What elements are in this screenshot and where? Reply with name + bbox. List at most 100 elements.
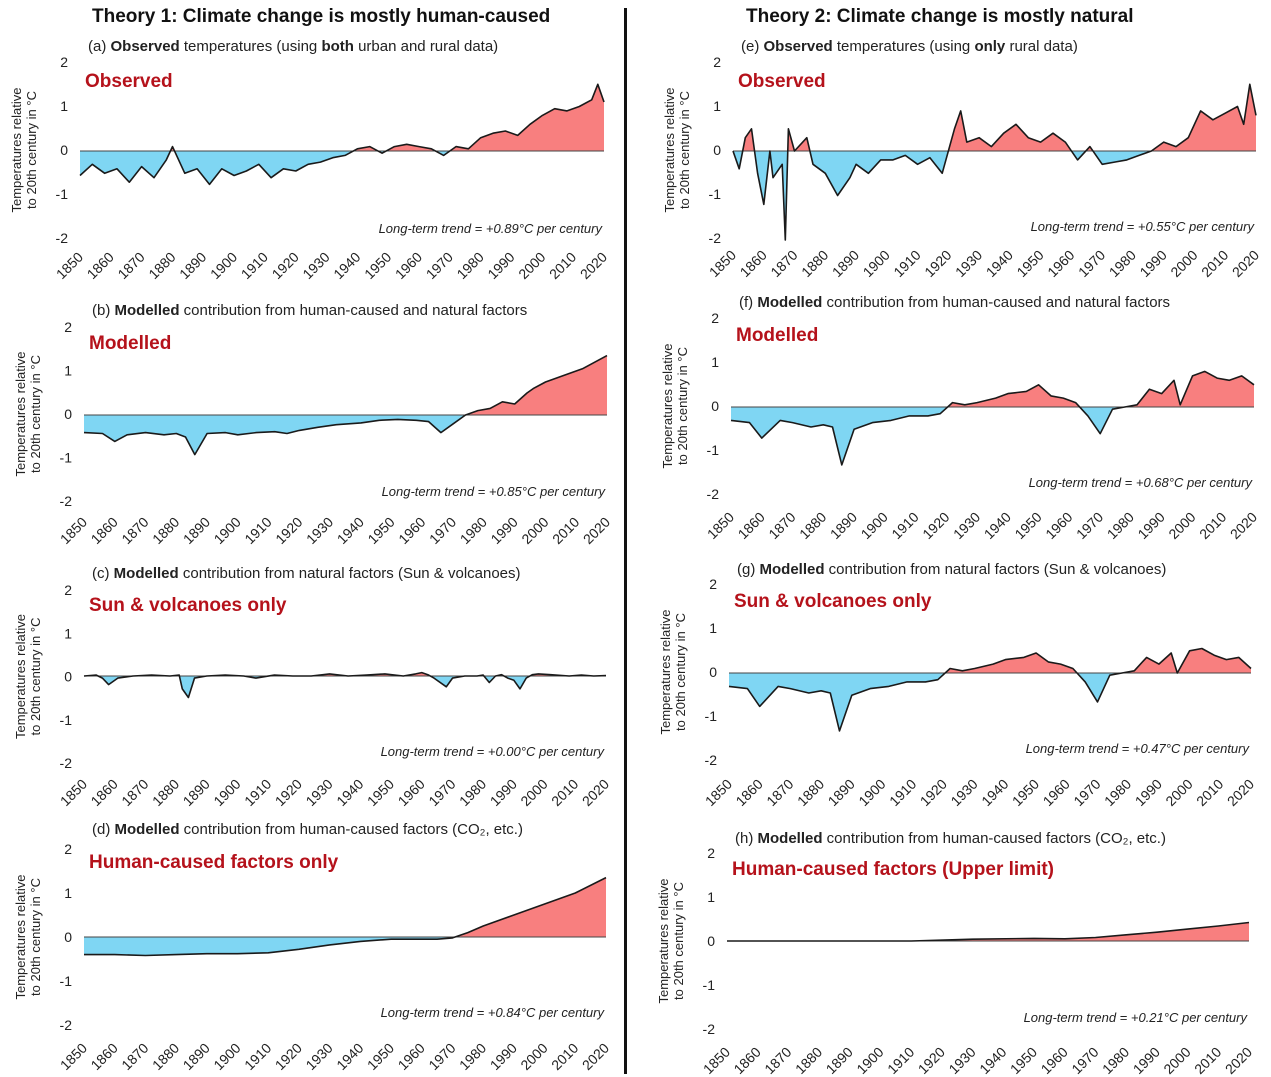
x-tick-label: 1980	[453, 249, 486, 282]
x-tick-label: 1990	[487, 514, 520, 547]
x-tick-label: 1900	[207, 249, 240, 282]
panel-caption: (a) Observed temperatures (using both ur…	[88, 38, 498, 55]
x-tick-label: 1910	[886, 776, 919, 809]
y-tick-label: 0	[709, 664, 717, 680]
x-tick-label: 1860	[735, 509, 768, 542]
x-tick-label: 1920	[272, 776, 305, 809]
x-tick-label: 2010	[1198, 247, 1231, 280]
x-tick-label: 2000	[1160, 1044, 1193, 1077]
x-tick-label: 1930	[299, 249, 332, 282]
x-tick-label: 1880	[794, 776, 827, 809]
x-tick-label: 1920	[272, 514, 305, 547]
x-tick-label: 1900	[210, 776, 243, 809]
x-tick-label: 1880	[145, 249, 178, 282]
trend-label: Long-term trend = +0.84°C per century	[381, 1005, 606, 1020]
chart-panel-c: Temperatures relativeto 20th century in …	[13, 565, 612, 809]
x-tick-label: 1850	[704, 509, 737, 542]
x-tick-label: 2010	[1191, 1044, 1224, 1077]
x-tick-label: 1860	[84, 249, 117, 282]
x-tick-label: 1940	[334, 514, 367, 547]
x-tick-label: 1950	[1009, 776, 1042, 809]
x-tick-label: 1890	[180, 776, 213, 809]
y-tick-label: 2	[60, 54, 68, 70]
negative-area	[84, 676, 606, 698]
y-tick-label: -1	[703, 977, 716, 993]
negative-area	[84, 415, 607, 455]
y-axis-label: Temperatures relativeto 20th century in …	[9, 88, 39, 213]
x-tick-label: 1870	[765, 509, 798, 542]
x-tick-label: 1870	[763, 776, 796, 809]
series-line	[728, 647, 1252, 732]
y-tick-label: 0	[707, 933, 715, 949]
chart-panel-b: Temperatures relativeto 20th century in …	[13, 302, 613, 547]
y-tick-label: 2	[713, 54, 721, 70]
x-tick-label: 1970	[1075, 247, 1108, 280]
x-tick-label: 1950	[1013, 247, 1046, 280]
x-tick-label: 1980	[1106, 247, 1139, 280]
x-tick-label: 1910	[884, 1044, 917, 1077]
x-tick-label: 1860	[732, 776, 765, 809]
x-tick-label: 1900	[858, 509, 891, 542]
x-tick-label: 2020	[1227, 509, 1260, 542]
x-tick-label: 1910	[238, 249, 271, 282]
x-tick-label: 1990	[487, 1040, 520, 1073]
y-tick-label: 2	[64, 582, 72, 598]
x-tick-label: 1960	[1038, 1044, 1071, 1077]
x-tick-label: 1940	[333, 1040, 366, 1073]
x-tick-label: 1980	[1099, 1044, 1132, 1077]
y-axis-label: Temperatures relativeto 20th century in …	[13, 352, 43, 477]
panel-caption: (c) Modelled contribution from natural f…	[92, 565, 521, 582]
negative-area	[731, 407, 1254, 465]
positive-area	[733, 84, 1256, 151]
x-tick-label: 1860	[87, 776, 120, 809]
y-tick-label: -2	[705, 752, 718, 768]
panel-caption: (f) Modelled contribution from human-cau…	[739, 294, 1170, 311]
x-tick-label: 1970	[425, 776, 458, 809]
x-tick-label: 1990	[1132, 776, 1165, 809]
x-tick-label: 1900	[860, 247, 893, 280]
x-tick-label: 1870	[114, 249, 147, 282]
left-column-title: Theory 1: Climate change is mostly human…	[92, 6, 551, 27]
x-tick-label: 1990	[484, 249, 517, 282]
positive-area	[727, 922, 1249, 941]
x-tick-label: 2010	[1196, 509, 1229, 542]
y-tick-label: 1	[711, 354, 719, 370]
x-tick-label: 1910	[888, 509, 921, 542]
x-tick-label: 1940	[333, 776, 366, 809]
x-tick-label: 1930	[947, 776, 980, 809]
chart-panel-a: Temperatures relativeto 20th century in …	[9, 38, 610, 282]
x-tick-label: 1920	[272, 1040, 305, 1073]
y-tick-label: 1	[707, 889, 715, 905]
positive-area	[84, 355, 607, 415]
x-tick-label: 1910	[241, 514, 274, 547]
x-tick-label: 1950	[361, 249, 394, 282]
negative-area	[84, 937, 606, 956]
y-tick-label: -1	[56, 186, 69, 202]
x-tick-label: 1920	[269, 249, 302, 282]
x-tick-label: 1960	[395, 1040, 428, 1073]
x-tick-label: 1910	[241, 776, 274, 809]
panel-label: Modelled	[736, 325, 818, 346]
y-tick-label: 1	[713, 98, 721, 114]
x-tick-label: 1950	[1007, 1044, 1040, 1077]
series-line	[83, 671, 607, 699]
y-axis-label: Temperatures relativeto 20th century in …	[662, 88, 692, 213]
x-tick-label: 1890	[176, 249, 209, 282]
y-tick-label: -2	[707, 486, 720, 502]
series-line	[727, 921, 1250, 942]
x-tick-label: 1970	[1073, 509, 1106, 542]
y-tick-label: 0	[711, 398, 719, 414]
panel-caption: (h) Modelled contribution from human-cau…	[735, 830, 1166, 847]
x-tick-label: 1850	[702, 776, 735, 809]
x-tick-label: 1890	[180, 1040, 213, 1073]
x-tick-label: 1880	[149, 1040, 182, 1073]
x-tick-label: 1980	[1104, 509, 1137, 542]
y-tick-label: 2	[707, 845, 715, 861]
panel-label: Modelled	[89, 333, 171, 354]
y-tick-label: -1	[707, 442, 720, 458]
y-tick-label: 2	[711, 310, 719, 326]
x-tick-label: 1920	[917, 776, 950, 809]
y-tick-label: 2	[64, 319, 72, 335]
x-tick-label: 2000	[1162, 776, 1195, 809]
x-tick-label: 1990	[1134, 509, 1167, 542]
